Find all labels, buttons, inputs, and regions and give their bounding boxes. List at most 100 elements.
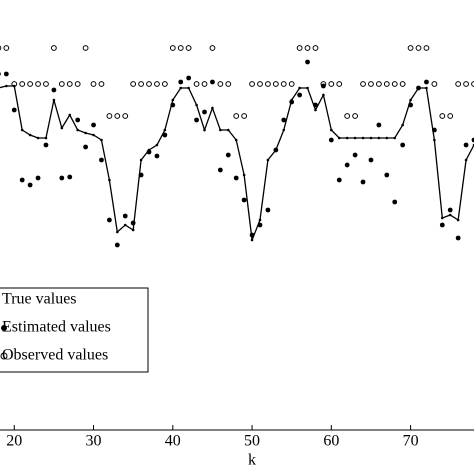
estimated-point: [3, 71, 9, 77]
observed-point: [66, 81, 73, 87]
true-marker: [60, 126, 64, 130]
true-marker: [409, 98, 412, 102]
x-tick-label: 50: [244, 433, 260, 450]
estimated-point: [51, 87, 57, 93]
estimated-point: [162, 132, 168, 138]
observed-point: [241, 113, 248, 119]
observed-point: [383, 81, 390, 87]
true-marker: [131, 228, 135, 232]
true-marker: [337, 136, 341, 140]
observed-point: [455, 81, 462, 87]
observed-point: [35, 81, 41, 87]
legend-label: Observed values: [2, 347, 108, 364]
estimated-point: [210, 79, 215, 85]
observed-point: [288, 81, 295, 87]
true-marker: [393, 136, 397, 140]
true-marker: [36, 136, 40, 140]
estimated-point: [439, 222, 445, 228]
estimated-point: [249, 232, 255, 238]
true-marker: [187, 86, 190, 90]
observed-point: [431, 81, 438, 87]
estimated-point: [225, 152, 231, 158]
observed-point: [471, 81, 474, 87]
true-marker: [425, 86, 428, 90]
estimated-point: [202, 109, 207, 115]
observed-point: [439, 113, 446, 119]
observed-point: [265, 81, 271, 87]
observed-point: [320, 81, 327, 87]
true-marker: [456, 218, 460, 222]
true-marker: [330, 128, 333, 132]
estimated-point: [424, 79, 429, 85]
true-marker: [171, 98, 175, 102]
estimated-point: [114, 242, 120, 248]
estimated-point: [281, 117, 287, 123]
estimated-point: [170, 102, 176, 108]
observed-point: [209, 45, 216, 51]
estimated-point: [59, 175, 65, 181]
estimated-point: [146, 149, 152, 155]
observed-point: [463, 81, 469, 87]
observed-point: [50, 45, 57, 51]
true-marker: [361, 136, 365, 140]
estimated-point: [186, 75, 192, 81]
estimated-point: [67, 174, 73, 180]
x-tick-label: 70: [403, 433, 419, 450]
true-marker: [242, 173, 246, 177]
estimated-point: [455, 235, 461, 241]
observed-point: [217, 81, 224, 87]
estimated-point: [313, 102, 318, 108]
estimated-point: [328, 137, 334, 143]
estimated-point: [194, 117, 199, 123]
estimated-point: [83, 144, 89, 150]
estimated-point: [19, 177, 25, 183]
estimated-point: [233, 175, 239, 181]
observed-point: [185, 45, 192, 51]
estimated-point: [289, 99, 295, 105]
observed-point: [249, 81, 255, 87]
observed-point: [122, 113, 129, 119]
x-tick-label: 40: [165, 433, 181, 450]
estimated-point: [447, 207, 453, 213]
true-marker: [448, 213, 452, 217]
true-marker: [163, 128, 167, 132]
estimated-point: [336, 177, 342, 183]
observed-point: [257, 81, 263, 87]
true-marker: [20, 128, 24, 132]
observed-point: [177, 45, 184, 51]
estimated-point: [257, 222, 263, 228]
observed-point: [58, 81, 65, 87]
true-marker: [195, 103, 198, 107]
true-marker: [76, 128, 79, 132]
observed-point: [344, 113, 351, 119]
true-marker: [345, 136, 349, 140]
true-marker: [377, 136, 381, 140]
observed-point: [391, 81, 398, 87]
true-marker: [226, 128, 230, 132]
observed-point: [154, 81, 160, 87]
observed-point: [74, 81, 81, 87]
observed-point: [138, 81, 144, 87]
observed-point: [399, 81, 406, 87]
true-marker: [401, 123, 404, 127]
true-marker: [108, 178, 111, 182]
true-marker: [353, 136, 357, 140]
estimated-point: [431, 127, 437, 133]
observed-point: [114, 113, 121, 119]
estimated-point: [241, 197, 247, 203]
observed-point: [336, 81, 343, 87]
observed-point: [11, 81, 18, 87]
estimated-point: [471, 137, 474, 143]
true-marker: [155, 143, 159, 147]
estimated-point: [273, 147, 279, 153]
true-marker: [298, 86, 301, 90]
estimated-point: [392, 199, 398, 205]
observed-point: [98, 81, 105, 87]
true-marker: [314, 108, 317, 112]
observed-point: [368, 81, 374, 87]
observed-point: [0, 45, 2, 51]
observed-point: [272, 81, 279, 87]
estimated-point: [352, 152, 358, 158]
true-marker: [52, 98, 56, 102]
